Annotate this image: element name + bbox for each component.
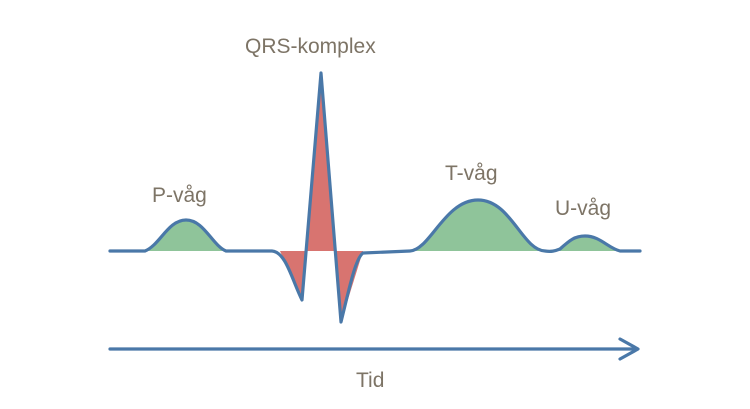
time-axis-arrowhead [618,337,640,361]
ecg-trace [108,71,642,324]
qrs-complex-label: QRS-komplex [245,35,376,58]
t-wave-label: T-våg [445,162,498,185]
r-peak-fill [307,73,336,251]
u-wave-fill [553,236,620,251]
p-wave-label: P-våg [152,184,207,207]
time-axis-label: Tid [356,369,384,392]
u-wave-label: U-våg [555,197,611,220]
p-wave-fill [145,220,226,251]
t-wave-fill [410,200,545,251]
